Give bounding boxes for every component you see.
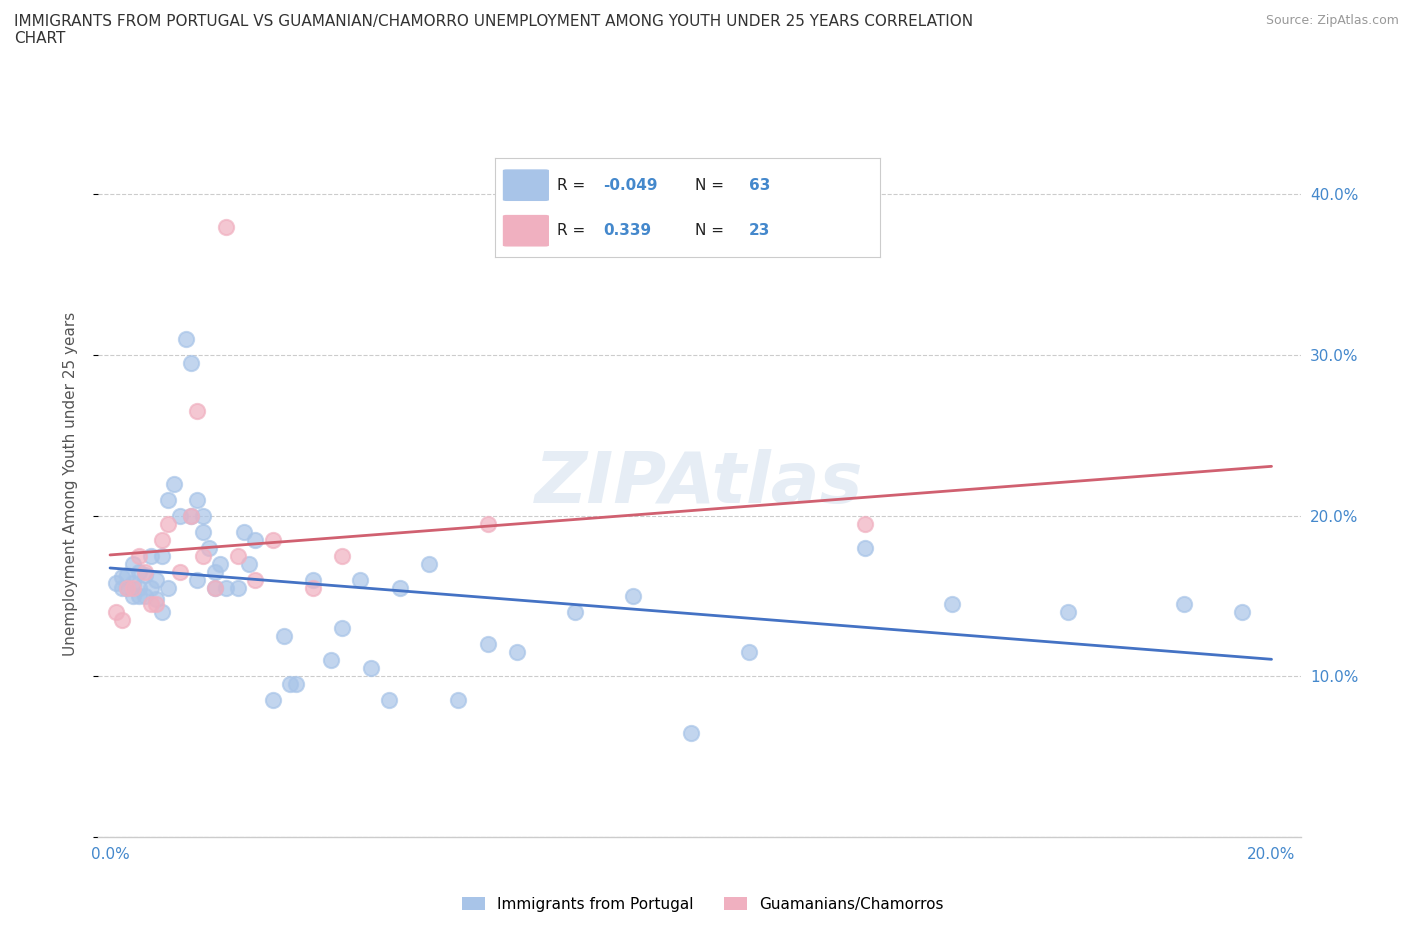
Point	[180, 509, 202, 524]
Point	[157, 516, 180, 531]
Point	[204, 565, 226, 579]
Text: Source: ZipAtlas.com: Source: ZipAtlas.com	[1265, 14, 1399, 27]
Point	[134, 565, 156, 579]
Point	[117, 567, 139, 582]
Point	[111, 580, 134, 595]
Point	[262, 532, 284, 547]
Point	[186, 573, 208, 588]
Point	[134, 589, 156, 604]
Point	[226, 549, 249, 564]
Point	[104, 604, 127, 619]
Point	[139, 549, 162, 564]
Point	[180, 509, 202, 524]
Point	[186, 492, 208, 507]
Point	[302, 580, 325, 595]
Point	[191, 525, 214, 539]
Point	[104, 576, 127, 591]
Point	[134, 567, 156, 582]
Point	[378, 693, 401, 708]
Point	[330, 549, 353, 564]
Point	[197, 540, 219, 555]
Point	[209, 556, 232, 571]
Point	[284, 677, 307, 692]
Text: ZIPAtlas: ZIPAtlas	[536, 449, 863, 518]
Point	[302, 573, 325, 588]
Y-axis label: Unemployment Among Youth under 25 years: Unemployment Among Youth under 25 years	[63, 312, 77, 656]
Point	[139, 580, 162, 595]
Point	[477, 516, 499, 531]
Point	[564, 604, 586, 619]
Point	[111, 613, 134, 628]
Point	[319, 653, 342, 668]
Point	[117, 580, 139, 595]
Point	[226, 580, 249, 595]
Point	[1057, 604, 1080, 619]
Point	[128, 589, 150, 604]
Point	[389, 580, 412, 595]
Point	[122, 556, 145, 571]
Point	[128, 565, 150, 579]
Point	[447, 693, 470, 708]
Point	[128, 549, 150, 564]
Point	[1173, 597, 1195, 612]
Point	[505, 644, 527, 659]
Point	[191, 509, 214, 524]
Point	[145, 597, 167, 612]
Point	[157, 492, 180, 507]
Point	[418, 556, 440, 571]
Point	[145, 573, 167, 588]
Point	[853, 516, 876, 531]
Point	[150, 604, 173, 619]
Point	[145, 591, 167, 606]
Point	[122, 589, 145, 604]
Point	[477, 637, 499, 652]
Point	[941, 597, 963, 612]
Point	[204, 580, 226, 595]
Point	[169, 509, 191, 524]
Point	[278, 677, 301, 692]
Point	[238, 556, 260, 571]
Point	[150, 549, 173, 564]
Point	[150, 532, 173, 547]
Point	[191, 549, 214, 564]
Point	[186, 404, 208, 418]
Point	[139, 597, 162, 612]
Point	[273, 629, 295, 644]
Point	[128, 580, 150, 595]
Point	[262, 693, 284, 708]
Point	[738, 644, 761, 659]
Point	[679, 725, 702, 740]
Point	[122, 576, 145, 591]
Point	[174, 332, 197, 347]
Point	[215, 580, 238, 595]
Point	[163, 476, 186, 491]
Point	[1232, 604, 1254, 619]
Point	[245, 532, 267, 547]
Point	[215, 219, 238, 234]
Point	[122, 580, 145, 595]
Point	[349, 573, 371, 588]
Point	[117, 580, 139, 595]
Point	[853, 540, 876, 555]
Point	[169, 565, 191, 579]
Point	[621, 589, 644, 604]
Text: CHART: CHART	[14, 31, 66, 46]
Text: IMMIGRANTS FROM PORTUGAL VS GUAMANIAN/CHAMORRO UNEMPLOYMENT AMONG YOUTH UNDER 25: IMMIGRANTS FROM PORTUGAL VS GUAMANIAN/CH…	[14, 14, 973, 29]
Point	[111, 569, 134, 584]
Point	[245, 573, 267, 588]
Point	[232, 525, 254, 539]
Point	[360, 661, 382, 676]
Point	[180, 355, 202, 370]
Point	[157, 580, 180, 595]
Legend: Immigrants from Portugal, Guamanians/Chamorros: Immigrants from Portugal, Guamanians/Cha…	[456, 890, 950, 918]
Point	[204, 580, 226, 595]
Point	[330, 620, 353, 635]
